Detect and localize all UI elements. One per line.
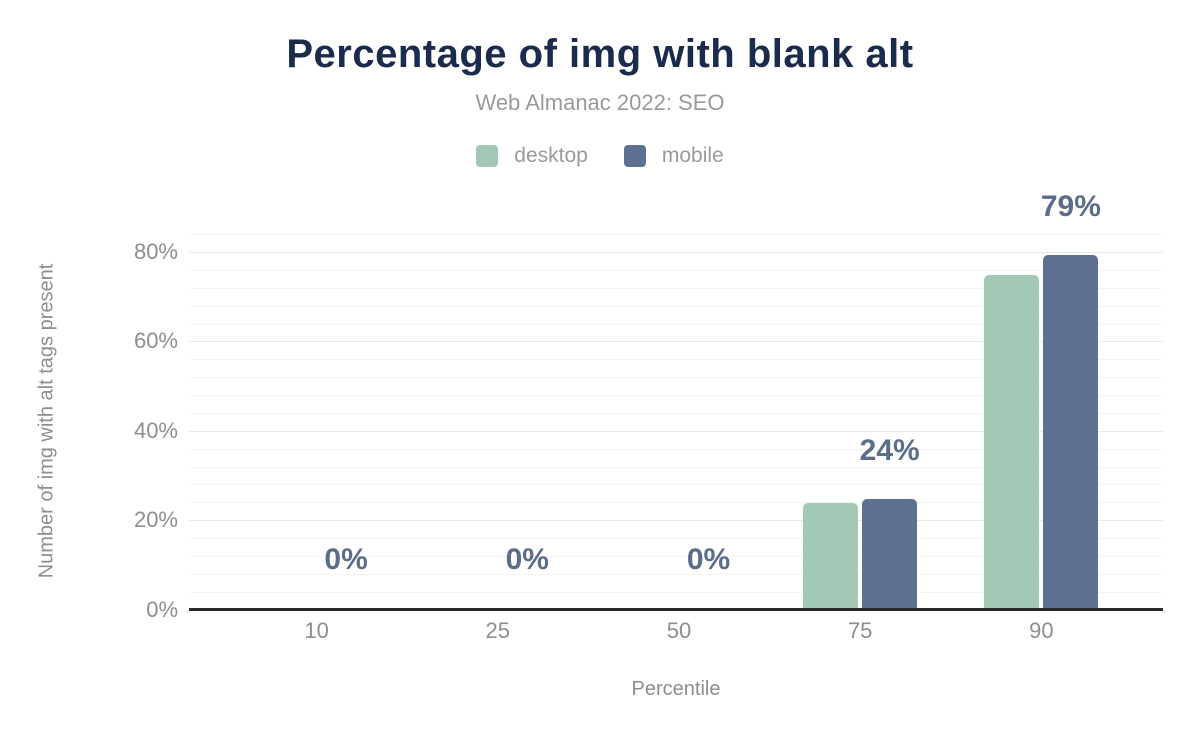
legend-label-mobile: mobile <box>661 144 724 167</box>
legend-item-desktop[interactable]: desktop <box>476 144 588 168</box>
gridline-minor <box>189 467 1163 468</box>
bar-desktop[interactable] <box>803 503 858 608</box>
legend-label-desktop: desktop <box>514 144 588 167</box>
gridline-major <box>189 520 1163 521</box>
gridline-minor <box>189 359 1163 360</box>
gridline-minor <box>189 502 1163 503</box>
bar-mobile[interactable] <box>862 499 917 608</box>
x-axis-line <box>189 608 1163 611</box>
gridline-minor <box>189 574 1163 575</box>
gridline-minor <box>189 270 1163 271</box>
y-tick-label: 40% <box>133 418 178 443</box>
y-tick-label: 20% <box>133 507 178 532</box>
x-tick-label: 25 <box>485 618 511 643</box>
gridline-minor <box>189 288 1163 289</box>
x-tick-label: 90 <box>1029 618 1054 643</box>
chart-subtitle: Web Almanac 2022: SEO <box>475 90 725 115</box>
gridline-major <box>189 252 1163 253</box>
gridline-minor <box>189 592 1163 593</box>
x-axis-title: Percentile <box>631 678 721 700</box>
gridline-minor <box>189 377 1163 378</box>
gridline-minor <box>189 556 1163 557</box>
legend-item-mobile[interactable]: mobile <box>623 144 724 168</box>
gridline-major <box>189 341 1163 342</box>
chart-title: Percentage of img with blank alt <box>286 32 914 76</box>
gridline-minor <box>189 484 1163 485</box>
x-tick-label: 10 <box>304 618 329 643</box>
y-tick-label: 0% <box>146 597 178 622</box>
bar-mobile[interactable] <box>1043 255 1098 608</box>
x-tick-label: 50 <box>666 618 692 643</box>
gridline-minor <box>189 449 1163 450</box>
x-tick-label: 75 <box>847 618 873 643</box>
gridline-minor <box>189 395 1163 396</box>
gridline-minor <box>189 538 1163 539</box>
gridline-major <box>189 431 1163 432</box>
gridline-minor <box>189 306 1163 307</box>
legend-swatch-mobile <box>623 145 646 167</box>
y-tick-label: 80% <box>133 239 178 264</box>
value-label: 0% <box>686 543 731 576</box>
y-axis-title: Number of img with alt tags present <box>35 263 58 579</box>
gridline-minor <box>189 324 1163 325</box>
bar-desktop[interactable] <box>984 275 1039 608</box>
legend: desktop mobile <box>0 143 1200 169</box>
value-label: 0% <box>324 543 368 576</box>
value-label: 0% <box>505 543 549 576</box>
gridline-minor <box>189 234 1163 235</box>
value-label: 79% <box>1040 190 1101 223</box>
gridline-minor <box>189 413 1163 414</box>
legend-swatch-desktop <box>476 145 499 167</box>
value-label: 24% <box>859 434 920 467</box>
y-tick-label: 60% <box>133 328 178 353</box>
